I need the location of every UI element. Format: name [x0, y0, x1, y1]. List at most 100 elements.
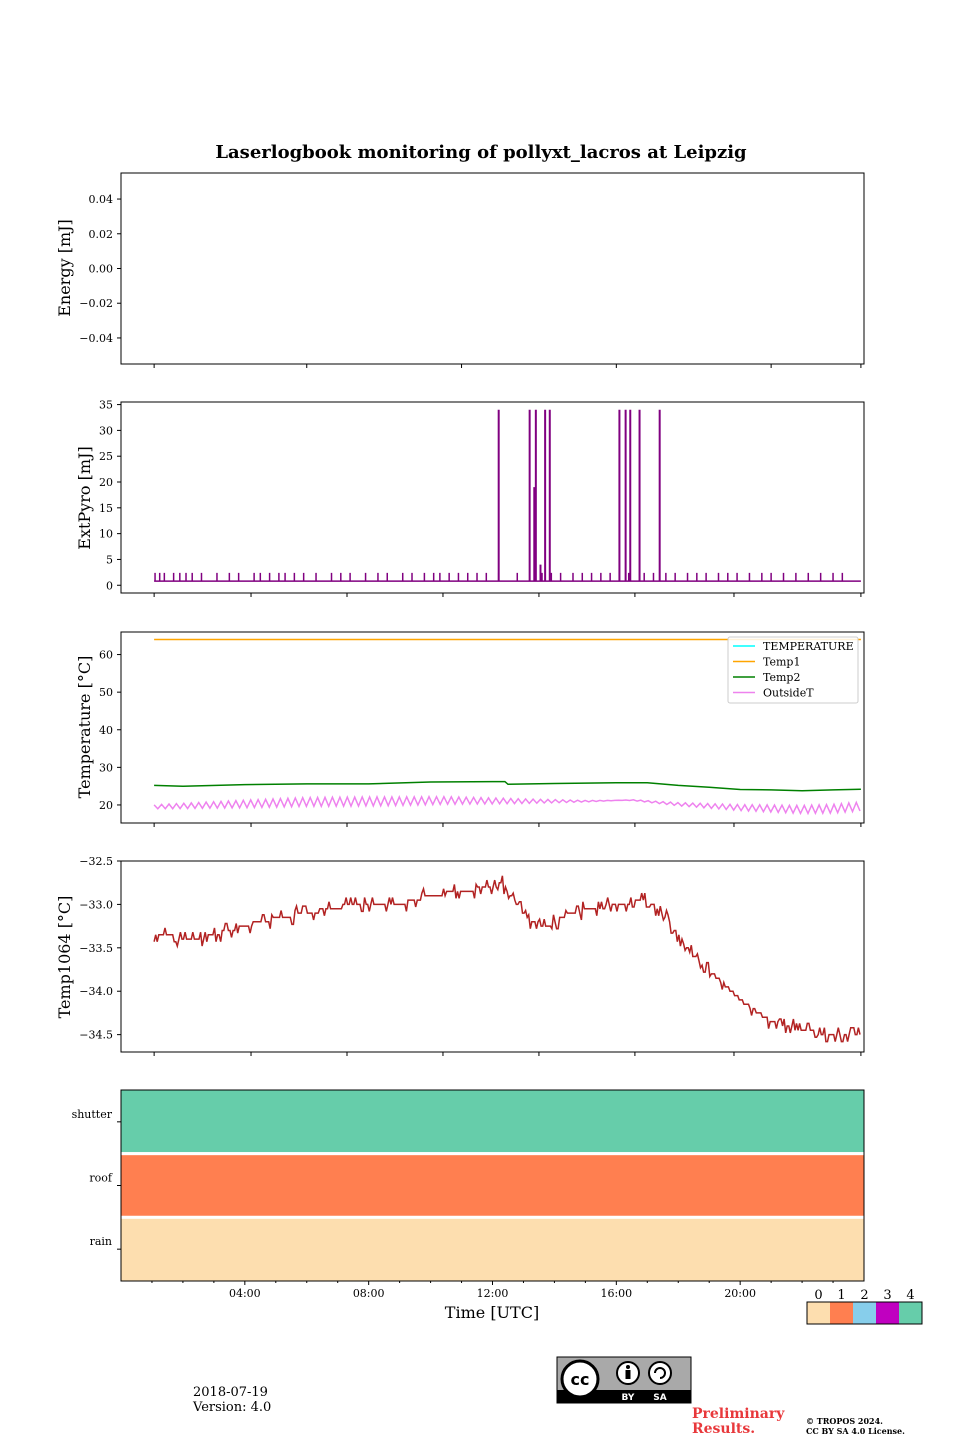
temperature-x-ticks [153, 823, 862, 827]
extpyro-y-tick-label: 35 [99, 399, 113, 412]
temp1064-panel: −32.5 −33.0 −33.5 −34.0 −34.5 Temp1064 [°C] [55, 855, 865, 1056]
extpyro-axes-frame [120, 401, 865, 594]
colorbar-swatch-1 [830, 1302, 853, 1324]
status-x-ticks: 04:00 08:00 12:00 16:00 20:00 [151, 1281, 834, 1300]
footer-date: 2018-07-19 [193, 1385, 268, 1400]
temp1064-y-tick-label: −33.0 [79, 898, 113, 911]
colorbar-swatch-3 [876, 1302, 899, 1324]
by-icon-head [626, 1365, 630, 1369]
temperature-y-tick-label: 60 [99, 649, 113, 662]
temperature-panel: 60 50 40 30 20 TEMPERATURE Temp1 Temp2 OutsideT… [75, 631, 865, 827]
colorbar-label-4: 4 [906, 1288, 914, 1303]
extpyro-y-tick-label: 25 [99, 450, 113, 463]
legend-label-outsidet: OutsideT [763, 687, 814, 700]
extpyro-y-tick-label: 10 [99, 528, 113, 541]
energy-y-tick-label: 0.02 [89, 228, 114, 241]
energy-y-ticks: 0.04 0.02 0.00 −0.02 −0.04 [79, 193, 121, 345]
colorbar-swatch-4 [899, 1302, 922, 1324]
extpyro-y-axis-label: ExtPyro [mJ] [75, 446, 94, 549]
temperature-y-ticks: 60 50 40 30 20 [99, 649, 121, 812]
temp1064-series [153, 875, 861, 1043]
footer-version: Version: 4.0 [192, 1400, 271, 1415]
copyright-line1: © TROPOS 2024. [806, 1416, 883, 1426]
colorbar-label-0: 0 [814, 1288, 822, 1303]
temperature-axes-frame [120, 631, 865, 824]
cc-logo-text: cc [571, 1370, 590, 1389]
colorbar-label-2: 2 [860, 1288, 868, 1303]
temp1064-y-tick-label: −34.5 [79, 1029, 113, 1042]
temperature-legend: TEMPERATURE Temp1 Temp2 OutsideT [727, 636, 859, 704]
energy-y-tick-label: 0.00 [89, 263, 114, 276]
status-band-shutter [121, 1090, 864, 1153]
extpyro-y-tick-label: 20 [99, 476, 113, 489]
sa-icon-arc [654, 1367, 666, 1379]
by-icon-body [625, 1370, 631, 1379]
status-band-rain [121, 1218, 864, 1281]
temp1064-x-ticks [153, 1052, 862, 1056]
temp1064-y-tick-label: −34.0 [79, 985, 113, 998]
temp1064-y-axis-label: Temp1064 [°C] [55, 896, 74, 1019]
temp1064-y-tick-label: −32.5 [79, 855, 113, 868]
energy-y-tick-label: 0.04 [89, 193, 114, 206]
status-label-roof: roof [89, 1172, 113, 1185]
temp1064-y-tick-label: −33.5 [79, 942, 113, 955]
status-panel: shutter roof rain 04:00 08:00 12:00 16:00 20:0… [72, 1089, 865, 1322]
colorbar-swatch-0 [807, 1302, 830, 1324]
energy-y-axis-label: Energy [mJ] [55, 219, 74, 317]
extpyro-y-tick-label: 30 [99, 424, 113, 437]
legend-label-temperature: TEMPERATURE [763, 640, 854, 653]
energy-panel: 0.04 0.02 0.00 −0.02 −0.04 Energy [mJ] [55, 172, 865, 368]
legend-label-temp1: Temp1 [763, 656, 800, 669]
energy-y-tick-label: −0.04 [79, 332, 113, 345]
x-tick-label: 16:00 [600, 1287, 632, 1300]
temperature-y-tick-label: 20 [99, 799, 113, 812]
temperature-series-outsidet [153, 794, 861, 816]
x-tick-label: 08:00 [353, 1287, 385, 1300]
temp1064-y-ticks: −32.5 −33.0 −33.5 −34.0 −34.5 [79, 855, 121, 1042]
temperature-y-tick-label: 30 [99, 761, 113, 774]
copyright-line2: CC BY SA 4.0 License. [806, 1426, 905, 1436]
status-bands [121, 1090, 864, 1281]
temperature-series-temp2 [154, 780, 861, 792]
x-tick-label: 12:00 [477, 1287, 509, 1300]
colorbar-label-3: 3 [883, 1288, 891, 1303]
legend-box [727, 636, 859, 704]
legend-label-temp2: Temp2 [763, 671, 800, 684]
status-label-rain: rain [90, 1235, 112, 1248]
temperature-y-axis-label: Temperature [°C] [75, 656, 94, 799]
cc-sa-label: SA [653, 1393, 666, 1403]
temp1064-axes-frame [120, 860, 865, 1053]
sa-share-alike-icon [648, 1361, 672, 1385]
extpyro-y-tick-label: 0 [106, 579, 113, 592]
extpyro-panel: 35 30 25 20 15 10 5 0 ExtPyro [mJ] [75, 399, 865, 597]
extpyro-series [154, 409, 861, 582]
x-axis-label: Time [UTC] [445, 1303, 539, 1322]
preliminary-label-line2: Results. [692, 1421, 755, 1437]
extpyro-y-tick-label: 5 [106, 553, 113, 566]
status-band-roof [121, 1155, 864, 1216]
status-label-shutter: shutter [72, 1108, 113, 1121]
extpyro-x-ticks [153, 593, 862, 597]
footer: 2018-07-19 Version: 4.0 cc BY SA Prelimi… [192, 1356, 905, 1437]
preliminary-label-line1: Preliminary [692, 1406, 785, 1422]
temperature-y-tick-label: 40 [99, 724, 113, 737]
x-tick-label: 20:00 [724, 1287, 756, 1300]
status-y-ticks: shutter roof rain [72, 1108, 121, 1250]
energy-x-ticks [153, 364, 862, 368]
figure-title: Laserlogbook monitoring of pollyxt_lacro… [215, 142, 747, 163]
colorbar-frame [806, 1301, 923, 1325]
cc-by-label: BY [622, 1393, 635, 1403]
extpyro-y-ticks: 35 30 25 20 15 10 5 0 [99, 399, 121, 592]
temp1064-series-line [153, 875, 861, 1043]
energy-y-tick-label: −0.02 [79, 297, 113, 310]
energy-axes-frame [120, 172, 865, 365]
x-tick-label: 04:00 [229, 1287, 261, 1300]
cc-logo-icon [560, 1359, 600, 1399]
extpyro-y-tick-label: 15 [99, 502, 113, 515]
cc-license-badge: cc BY SA [556, 1356, 692, 1404]
temperature-y-tick-label: 50 [99, 686, 113, 699]
colorbar-swatch-2 [853, 1302, 876, 1324]
colorbar-label-1: 1 [837, 1288, 845, 1303]
